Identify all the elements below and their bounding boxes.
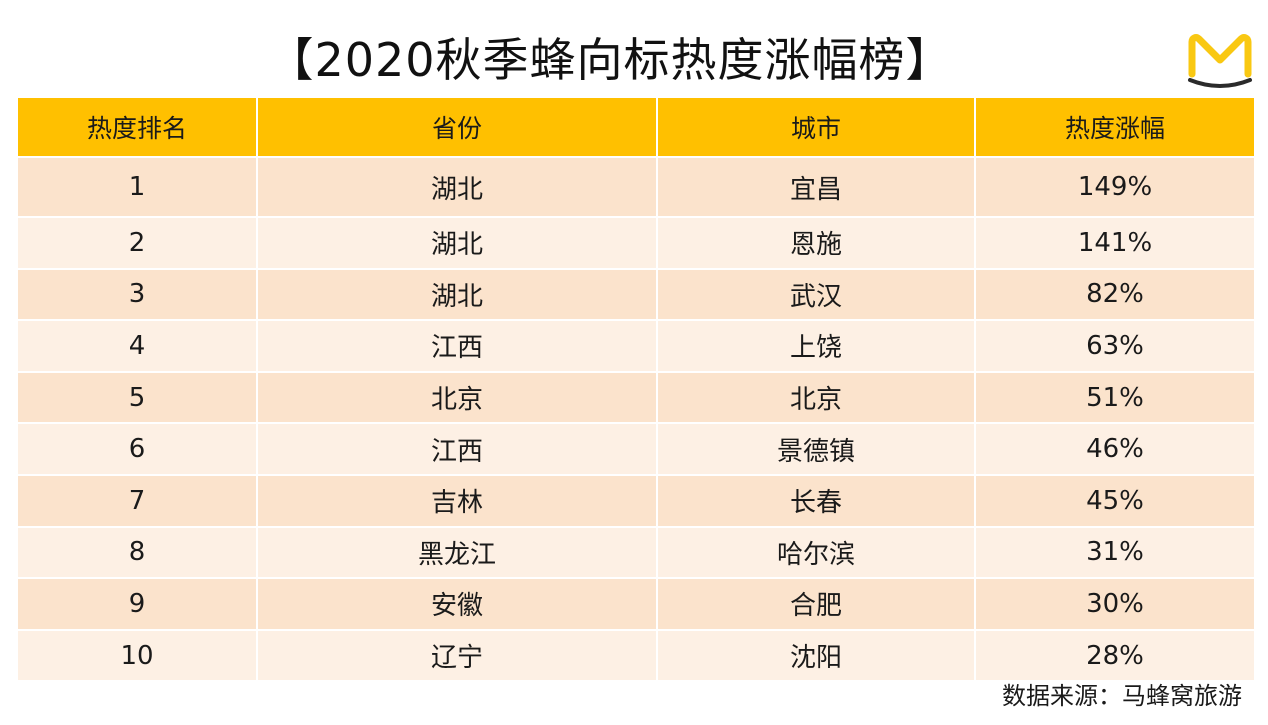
table-row: 3 湖北 武汉 82% [18, 267, 1254, 320]
cell-city: 武汉 [658, 267, 976, 320]
cell-city: 北京 [658, 370, 976, 423]
table-row: 4 江西 上饶 63% [18, 319, 1254, 371]
header-province: 省份 [258, 98, 658, 156]
data-source-note: 数据来源：马蜂窝旅游 [1002, 682, 1242, 710]
table-row: 8 黑龙江 哈尔滨 31% [18, 525, 1254, 578]
cell-rank: 10 [18, 628, 258, 681]
cell-province: 辽宁 [258, 628, 658, 681]
cell-province: 湖北 [258, 156, 658, 216]
cell-rank: 8 [18, 525, 258, 578]
logo-base-line [1188, 78, 1252, 88]
cell-province: 江西 [258, 422, 658, 474]
cell-province: 吉林 [258, 473, 658, 526]
cell-growth: 45% [976, 473, 1254, 526]
cell-province: 黑龙江 [258, 525, 658, 578]
cell-growth: 46% [976, 422, 1254, 474]
page-title: 【2020秋季蜂向标热度涨幅榜】 [267, 33, 953, 87]
cell-growth: 82% [976, 267, 1254, 320]
header-growth: 热度涨幅 [976, 98, 1254, 156]
table-row: 2 湖北 恩施 141% [18, 216, 1254, 268]
cell-city: 哈尔滨 [658, 525, 976, 578]
cell-city: 宜昌 [658, 156, 976, 216]
cell-growth: 141% [976, 216, 1254, 268]
table-row: 9 安徽 合肥 30% [18, 577, 1254, 629]
cell-rank: 2 [18, 216, 258, 268]
cell-province: 安徽 [258, 577, 658, 629]
cell-city: 沈阳 [658, 628, 976, 681]
cell-rank: 6 [18, 422, 258, 474]
table-row: 1 湖北 宜昌 149% [18, 156, 1254, 216]
header-city: 城市 [658, 98, 976, 156]
cell-city: 恩施 [658, 216, 976, 268]
cell-rank: 7 [18, 473, 258, 526]
cell-growth: 28% [976, 628, 1254, 681]
cell-city: 上饶 [658, 319, 976, 371]
cell-rank: 4 [18, 319, 258, 371]
cell-growth: 31% [976, 525, 1254, 578]
table-header-row: 热度排名 省份 城市 热度涨幅 [18, 98, 1254, 156]
cell-province: 北京 [258, 370, 658, 423]
cell-province: 湖北 [258, 216, 658, 268]
cell-province: 湖北 [258, 267, 658, 320]
cell-rank: 5 [18, 370, 258, 423]
cell-rank: 3 [18, 267, 258, 320]
logo-m-shape [1188, 34, 1252, 78]
cell-city: 长春 [658, 473, 976, 526]
cell-city: 景德镇 [658, 422, 976, 474]
ranking-table: 热度排名 省份 城市 热度涨幅 1 湖北 宜昌 149% 2 湖北 恩施 141% 3 湖北 武汉 8… [18, 98, 1254, 681]
table-row: 5 北京 北京 51% [18, 370, 1254, 423]
cell-growth: 51% [976, 370, 1254, 423]
cell-growth: 30% [976, 577, 1254, 629]
cell-rank: 1 [18, 156, 258, 216]
cell-rank: 9 [18, 577, 258, 629]
table-row: 6 江西 景德镇 46% [18, 422, 1254, 474]
table-row: 10 辽宁 沈阳 28% [18, 628, 1254, 681]
table-row: 7 吉林 长春 45% [18, 473, 1254, 526]
cell-growth: 149% [976, 156, 1254, 216]
mafengwo-m-logo-icon [1188, 34, 1252, 88]
header-rank: 热度排名 [18, 98, 258, 156]
cell-growth: 63% [976, 319, 1254, 371]
cell-city: 合肥 [658, 577, 976, 629]
cell-province: 江西 [258, 319, 658, 371]
